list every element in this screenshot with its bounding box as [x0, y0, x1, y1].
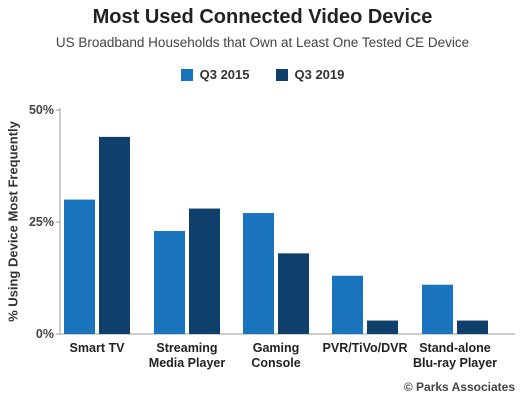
- legend-swatch-q3-2019: [275, 68, 288, 81]
- chart-title: Most Used Connected Video Device: [92, 6, 433, 28]
- bar-q3-2019-3: [367, 320, 398, 334]
- legend-item-q3-2019: Q3 2019: [275, 67, 345, 82]
- y-tick-label: 50%: [29, 103, 54, 117]
- x-category-label-line: PVR/TiVo/DVR: [323, 341, 408, 355]
- bar-q3-2019-4: [457, 320, 488, 334]
- source-credit: © Parks Associates: [403, 380, 515, 394]
- bar-q3-2019-1: [189, 208, 220, 334]
- bar-q3-2015-3: [332, 275, 363, 334]
- x-category-label: Stand-alone Blu-ray Player: [413, 341, 497, 370]
- x-category-label-line: Console: [251, 356, 300, 370]
- chart-subtitle: US Broadband Households that Own at Leas…: [55, 35, 470, 50]
- x-category-label: Streaming Media Player: [149, 341, 226, 370]
- y-tick-label: 25%: [29, 215, 54, 229]
- legend-swatch-q3-2015: [180, 68, 193, 81]
- x-category-label: Gaming Console: [251, 341, 300, 370]
- x-category-label-line: Gaming: [253, 341, 300, 355]
- bar-q3-2019-2: [278, 253, 309, 334]
- legend-label-q3-2019: Q3 2019: [294, 67, 345, 82]
- x-category-label-line: Media Player: [149, 356, 226, 370]
- bar-q3-2019-0: [99, 136, 130, 334]
- x-category-label-line: Streaming: [156, 341, 217, 355]
- x-category-label: Smart TV: [70, 341, 126, 355]
- x-category-label-line: Stand-alone: [419, 341, 491, 355]
- bar-q3-2015-4: [422, 284, 453, 334]
- bar-q3-2015-1: [154, 230, 185, 334]
- legend-item-q3-2015: Q3 2015: [180, 67, 250, 82]
- chart-legend: Q3 2015 Q3 2019: [0, 67, 525, 82]
- x-category-label-line: Blu-ray Player: [413, 356, 497, 370]
- y-tick-label: 0%: [36, 327, 54, 341]
- bar-q3-2015-0: [64, 199, 95, 334]
- bar-q3-2015-2: [243, 213, 274, 334]
- x-category-label-line: Smart TV: [70, 341, 126, 355]
- x-category-label: PVR/TiVo/DVR: [323, 341, 408, 355]
- legend-label-q3-2015: Q3 2015: [199, 67, 250, 82]
